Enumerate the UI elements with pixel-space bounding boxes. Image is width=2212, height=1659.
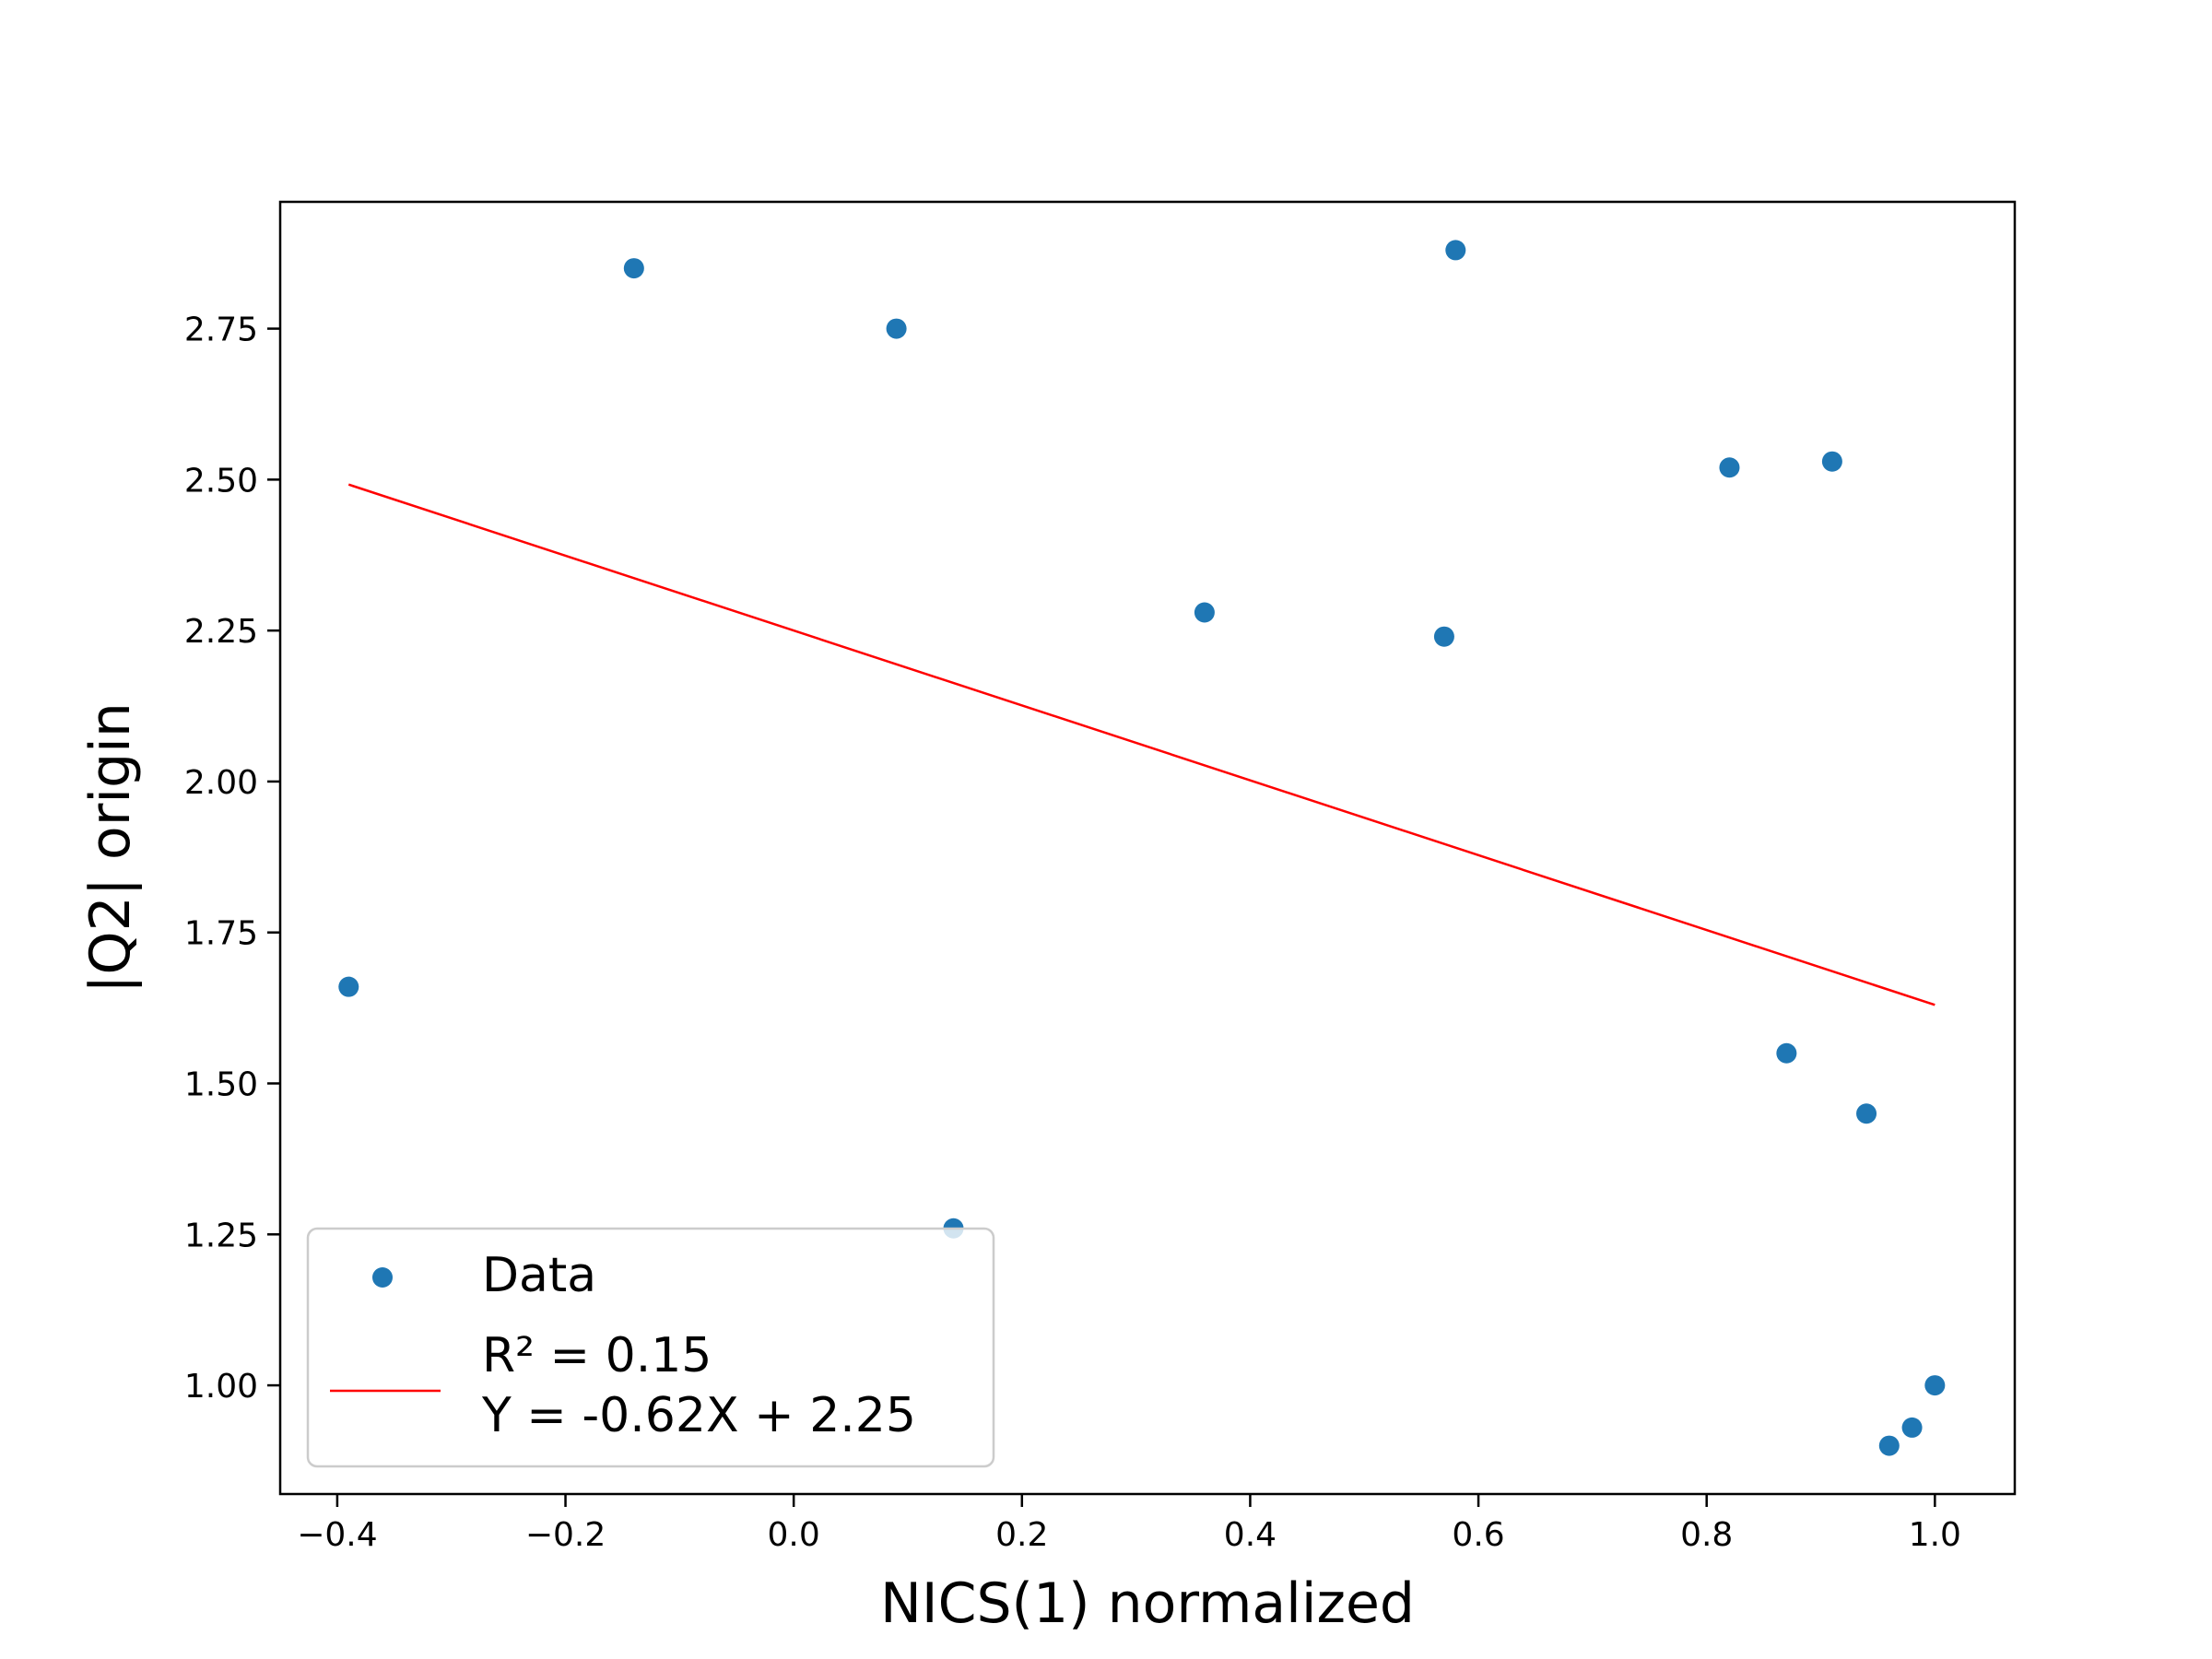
data-point [1776,1042,1797,1064]
y-tick-label: 1.25 [184,1217,258,1254]
y-tick-label: 1.00 [184,1368,258,1406]
x-tick-label: 0.0 [768,1516,820,1554]
fit-layer [347,483,1936,1006]
x-tick-label: −0.2 [525,1516,606,1554]
legend: Data R² = 0.15 Y = -0.62X + 2.25 [306,1227,995,1468]
x-tick-label: 0.6 [1452,1516,1504,1554]
legend-box [306,1227,995,1468]
y-tick-label: 2.75 [184,312,258,349]
data-point [1194,602,1215,623]
x-tick-label: 0.4 [1224,1516,1277,1554]
data-point [1719,457,1740,478]
y-tick-label: 1.75 [184,915,258,953]
legend-fit-equation: Y = -0.62X + 2.25 [481,1388,916,1443]
data-point [1901,1417,1923,1438]
data-point [1856,1103,1877,1124]
data-point [623,258,644,279]
data-point [1433,626,1454,647]
data-point [338,976,359,997]
legend-fit-r2: R² = 0.15 [482,1328,712,1383]
data-points [338,240,1946,1456]
x-tick-label: 1.0 [1909,1516,1961,1554]
y-tick-label: 2.25 [184,613,258,651]
x-tick-label: 0.2 [995,1516,1048,1554]
legend-data-label: Data [482,1248,596,1303]
data-point [1445,240,1466,261]
data-point [886,318,907,339]
data-point [1821,451,1842,472]
y-axis-ticks: 1.00 1.25 1.50 1.75 2.00 2.25 2.50 2.75 [184,312,280,1406]
x-axis-label: NICS(1) normalized [880,1571,1415,1636]
y-axis-label: |Q2| origin [78,702,143,994]
y-tick-label: 1.50 [184,1066,258,1104]
x-tick-label: 0.8 [1680,1516,1733,1554]
x-tick-label: −0.4 [297,1516,377,1554]
x-axis-ticks: −0.4 −0.2 0.0 0.2 0.4 0.6 0.8 1.0 [297,1494,1961,1554]
legend-data-marker [372,1267,393,1288]
plot-frame [278,200,2017,1496]
data-point [1924,1375,1946,1396]
y-tick-label: 2.50 [184,462,258,500]
y-tick-label: 2.00 [184,764,258,802]
data-point [1878,1435,1900,1456]
fit-line [347,483,1936,1006]
